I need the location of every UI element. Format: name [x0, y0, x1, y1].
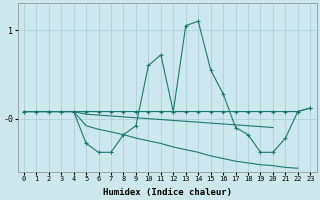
X-axis label: Humidex (Indice chaleur): Humidex (Indice chaleur)	[103, 188, 232, 197]
